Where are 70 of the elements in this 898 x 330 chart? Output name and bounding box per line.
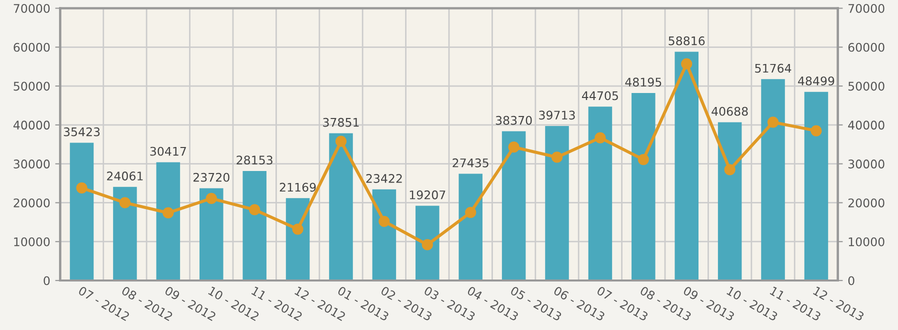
bar bbox=[632, 93, 656, 280]
point bbox=[76, 182, 88, 194]
y-tick-label: 20000 bbox=[14, 198, 50, 208]
y-tick-label: 60000 bbox=[14, 42, 50, 52]
bar bbox=[718, 122, 742, 280]
bar bbox=[113, 186, 137, 280]
data-label: 35423 bbox=[64, 127, 100, 136]
bar bbox=[588, 106, 612, 280]
point bbox=[206, 192, 217, 204]
point bbox=[681, 58, 692, 70]
y-tick-label: 70000 bbox=[14, 4, 50, 13]
bar bbox=[329, 133, 353, 280]
y-tick-label: 10000 bbox=[14, 237, 50, 246]
data-label: 48499 bbox=[798, 76, 834, 86]
data-label: 44705 bbox=[582, 91, 618, 100]
bar bbox=[502, 131, 526, 280]
y-tick-label: 30000 bbox=[14, 160, 50, 168]
point bbox=[508, 142, 520, 153]
point bbox=[810, 125, 822, 136]
bar bbox=[458, 174, 482, 280]
bar bbox=[804, 92, 828, 280]
data-label: 58816 bbox=[668, 36, 705, 46]
bar bbox=[156, 162, 180, 280]
y2-tick-label: 50000 bbox=[848, 82, 884, 91]
data-label: 23720 bbox=[193, 172, 230, 182]
data-label: 48195 bbox=[625, 78, 662, 87]
point bbox=[767, 116, 779, 128]
y-tick-label: 0 bbox=[44, 276, 50, 286]
data-label: 23422 bbox=[366, 174, 402, 183]
y2-tick-label: 40000 bbox=[848, 120, 884, 130]
bar bbox=[674, 52, 698, 280]
bar bbox=[761, 79, 785, 280]
bar bbox=[200, 188, 224, 280]
data-label: 28153 bbox=[236, 156, 272, 165]
point bbox=[724, 164, 736, 176]
y2-tick-label: 60000 bbox=[848, 42, 884, 52]
bar bbox=[545, 126, 569, 280]
point bbox=[465, 206, 476, 218]
data-label: 37851 bbox=[323, 118, 359, 127]
y2-tick-label: 0 bbox=[848, 276, 854, 286]
point bbox=[378, 216, 390, 227]
point bbox=[292, 224, 304, 235]
point bbox=[551, 152, 563, 163]
data-label: 39713 bbox=[539, 110, 575, 120]
data-label: 38370 bbox=[496, 116, 532, 125]
point bbox=[638, 154, 649, 166]
point bbox=[162, 207, 174, 218]
y2-tick-label: 10000 bbox=[848, 237, 884, 246]
data-label: 24061 bbox=[107, 172, 143, 180]
data-label: 21169 bbox=[280, 182, 316, 192]
bar bbox=[372, 189, 396, 280]
bar bbox=[416, 206, 440, 280]
point bbox=[335, 136, 347, 147]
point bbox=[249, 204, 260, 216]
point bbox=[594, 132, 606, 144]
data-label: 30417 bbox=[150, 146, 186, 156]
bar bbox=[286, 198, 310, 280]
data-label: 19207 bbox=[410, 190, 446, 200]
bar bbox=[242, 171, 266, 280]
y2-tick-label: 70000 bbox=[848, 4, 884, 13]
y-tick-label: 50000 bbox=[14, 82, 50, 91]
data-label: 40688 bbox=[712, 106, 748, 116]
y2-tick-label: 20000 bbox=[848, 198, 884, 208]
data-label: 51764 bbox=[755, 64, 792, 73]
y2-tick-label: 30000 bbox=[848, 160, 884, 168]
bar bbox=[70, 142, 94, 280]
point bbox=[119, 197, 131, 208]
y-tick-label: 40000 bbox=[13, 120, 50, 130]
data-label: 27435 bbox=[452, 158, 488, 168]
point bbox=[422, 239, 433, 250]
